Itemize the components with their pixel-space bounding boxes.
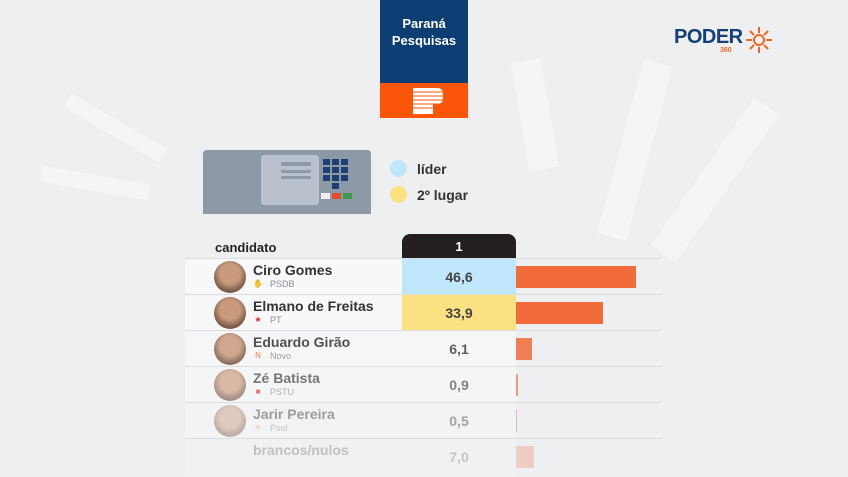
leader-swatch [390, 160, 407, 177]
value-cell: 6,1 [449, 341, 469, 357]
candidate-photo [214, 369, 246, 401]
candidate-photo [214, 405, 246, 437]
value-cell: 46,6 [402, 259, 516, 295]
value-cell: 0,5 [449, 413, 469, 429]
column-header: 1 [402, 234, 516, 258]
candidate-name: Jarir Pereira [253, 406, 335, 422]
bar [516, 374, 519, 396]
legend-label: líder [417, 160, 447, 177]
party-name: Psol [270, 423, 288, 433]
brand-text: PODER [674, 26, 743, 48]
party-icon: N [255, 351, 261, 360]
poder360-logo: PODER 360 [674, 26, 773, 54]
candidate-name: Elmano de Freitas [253, 298, 374, 314]
party-name: PT [270, 315, 282, 325]
candidate-name: Eduardo Girão [253, 334, 351, 350]
bar [516, 302, 604, 324]
brand-sub: 360 [720, 47, 732, 54]
ballot-machine-icon [203, 150, 371, 214]
bar [516, 410, 518, 432]
candidate-photo [214, 333, 246, 365]
party-icon: ☀ [254, 423, 262, 432]
bar [516, 446, 535, 468]
table-row: Ciro Gomes ✋ PSDB 46,6 [185, 258, 662, 295]
institute-name: Paraná Pesquisas [380, 0, 468, 83]
candidate-name: brancos/nulos [253, 442, 349, 458]
bar [516, 266, 636, 288]
table-row: Eduardo Girão N Novo 6,1 [185, 330, 662, 367]
candidate-name: Ciro Gomes [253, 262, 333, 278]
bar [516, 338, 532, 360]
party-name: PSDB [270, 279, 295, 289]
party-icon: ★ [254, 315, 262, 324]
candidate-photo [214, 297, 246, 329]
party-name: PSTU [270, 387, 295, 397]
value-cell: 33,9 [402, 295, 516, 331]
parana-pesquisas-logo: Paraná Pesquisas [380, 0, 468, 118]
sun-icon [745, 27, 772, 53]
table-row: Zé Batista ■ PSTU 0,9 [185, 366, 662, 403]
table-row: brancos/nulos 7,0 [185, 438, 662, 475]
party-icon: ■ [255, 387, 261, 396]
legend-leader: líder [390, 160, 447, 177]
legend-second: 2º lugar [390, 186, 468, 203]
second-swatch [390, 186, 407, 203]
party-name: Novo [270, 351, 292, 361]
legend-label: 2º lugar [417, 186, 469, 203]
table-row: Elmano de Freitas ★ PT 33,9 [185, 294, 662, 331]
institute-p-icon [380, 83, 468, 118]
candidate-header: candidato [215, 240, 277, 255]
candidate-photo [214, 261, 246, 293]
candidate-name: Zé Batista [253, 370, 320, 386]
table-row: Jarir Pereira ☀ Psol 0,5 [185, 402, 662, 439]
party-icon: ✋ [253, 279, 263, 288]
value-cell: 7,0 [449, 449, 469, 465]
value-cell: 0,9 [449, 377, 469, 393]
